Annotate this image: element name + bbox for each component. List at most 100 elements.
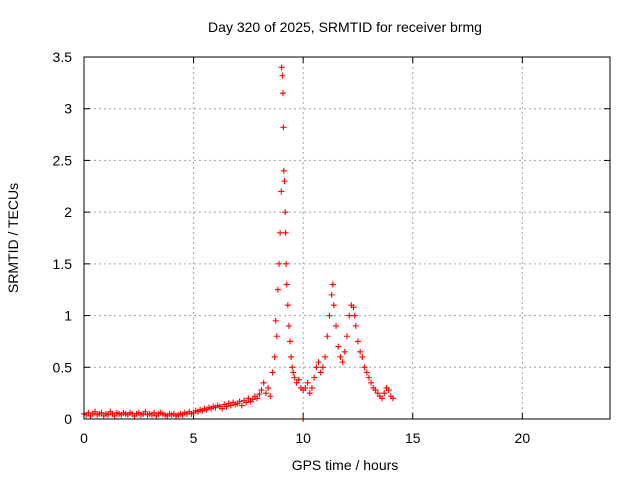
data-point <box>372 387 379 394</box>
data-point <box>278 64 285 71</box>
x-tick-labels: 0 5 10 15 20 <box>80 430 530 446</box>
data-point <box>293 379 300 386</box>
data-point <box>374 390 381 397</box>
data-point <box>311 374 318 381</box>
data-point <box>105 411 112 418</box>
data-point <box>368 379 375 386</box>
y-tick-label: 2.5 <box>53 152 73 168</box>
data-point <box>227 402 234 409</box>
data-point <box>260 379 267 386</box>
x-tick-label: 10 <box>295 430 311 446</box>
y-tick-label: 1.5 <box>53 256 73 272</box>
data-point <box>280 90 287 97</box>
data-point <box>381 390 388 397</box>
data-point <box>322 353 329 360</box>
data-point <box>363 369 370 376</box>
data-point <box>249 396 256 403</box>
data-point <box>351 312 358 319</box>
data-point <box>272 317 279 324</box>
data-point <box>285 322 292 329</box>
x-tick-label: 20 <box>515 430 531 446</box>
data-point <box>361 364 368 371</box>
y-tick-label: 2 <box>64 204 72 220</box>
data-point <box>281 178 288 185</box>
plot-frame <box>83 56 611 420</box>
data-point <box>329 281 336 288</box>
data-point <box>223 403 230 410</box>
data-point <box>344 333 350 340</box>
data-point <box>258 387 265 394</box>
data-point <box>317 369 324 376</box>
data-point <box>346 312 353 319</box>
data-point <box>267 393 274 400</box>
data-point <box>243 399 250 406</box>
data-point <box>98 409 105 416</box>
chart-title: Day 320 of 2025, SRMTID for receiver brm… <box>208 19 482 35</box>
y-tick-labels: 0 0.5 1 1.5 2 2.5 3 3.5 <box>53 49 73 427</box>
data-point <box>151 409 158 416</box>
x-axis-label: GPS time / hours <box>292 457 399 473</box>
data-point <box>265 384 272 391</box>
data-point <box>313 364 320 371</box>
data-point <box>335 343 342 350</box>
data-point <box>254 395 261 402</box>
data-point <box>385 387 392 394</box>
data-point <box>280 167 287 174</box>
data-point <box>354 338 361 345</box>
data-point <box>271 353 278 360</box>
data-point <box>280 124 287 131</box>
data-point <box>277 229 284 236</box>
data-point <box>306 390 313 397</box>
data-point <box>91 408 98 415</box>
data-point <box>304 379 311 386</box>
data-point <box>365 374 372 381</box>
data-point <box>337 353 344 360</box>
y-axis-label: SRMTID / TECUs <box>5 183 21 293</box>
data-point <box>276 260 283 267</box>
data-point <box>319 364 326 371</box>
data-series-srmtid <box>81 64 397 422</box>
data-point <box>315 359 322 366</box>
data-point <box>287 338 294 345</box>
data-point <box>111 412 118 419</box>
data-point <box>330 302 337 309</box>
y-tick-label: 3 <box>64 101 72 117</box>
data-point <box>279 72 286 79</box>
data-point <box>324 333 331 340</box>
data-point <box>295 376 302 383</box>
data-point <box>262 390 269 397</box>
data-point <box>282 209 289 216</box>
data-point <box>278 188 285 195</box>
data-point <box>352 322 359 329</box>
data-point <box>379 395 386 402</box>
data-point <box>339 359 346 366</box>
data-point <box>238 402 245 409</box>
data-point <box>291 374 298 381</box>
data-point <box>350 304 357 311</box>
y-tick-label: 0.5 <box>53 359 73 375</box>
data-point <box>302 384 309 391</box>
data-point <box>219 405 226 412</box>
data-point <box>341 348 348 355</box>
data-point <box>326 312 333 319</box>
data-point <box>359 353 366 360</box>
data-point <box>283 260 290 267</box>
data-point <box>289 364 296 371</box>
data-point <box>269 369 276 376</box>
data-point <box>283 281 290 288</box>
y-tick-label: 3.5 <box>53 49 73 65</box>
data-point <box>236 398 243 405</box>
data-point <box>328 291 335 298</box>
y-tick-label: 1 <box>64 308 72 324</box>
x-tick-label: 0 <box>80 430 88 446</box>
data-point <box>333 322 340 329</box>
x-tick-label: 15 <box>405 430 421 446</box>
data-point <box>85 409 92 416</box>
data-point <box>274 286 281 293</box>
axis-ticks <box>83 56 610 420</box>
data-point <box>282 229 289 236</box>
data-point <box>357 348 364 355</box>
data-point <box>256 391 263 398</box>
data-point <box>308 384 315 391</box>
